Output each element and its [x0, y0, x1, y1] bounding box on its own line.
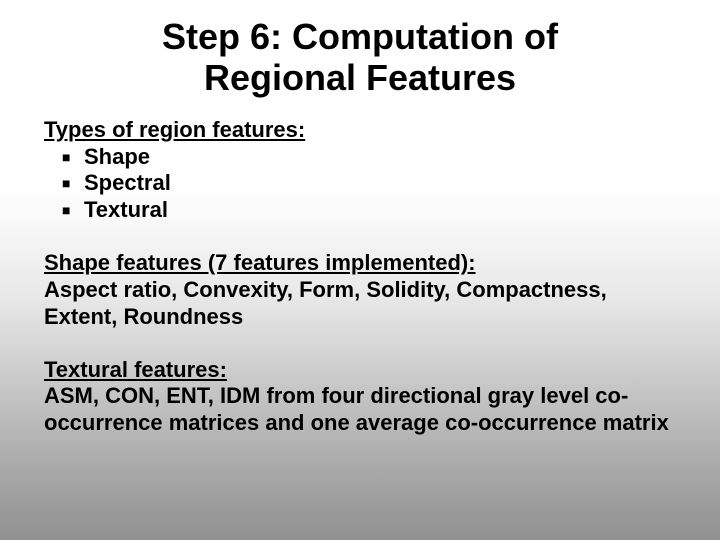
shape-body: Aspect ratio, Convexity, Form, Solidity,… [44, 277, 676, 331]
list-item: Spectral [62, 170, 676, 197]
shape-heading: Shape features (7 features implemented): [44, 250, 676, 277]
title-line-2: Regional Features [204, 57, 516, 98]
textural-body: ASM, CON, ENT, IDM from four directional… [44, 383, 676, 437]
shape-features-block: Shape features (7 features implemented):… [44, 250, 676, 330]
list-item: Textural [62, 197, 676, 224]
textural-features-block: Textural features: ASM, CON, ENT, IDM fr… [44, 357, 676, 437]
list-item: Shape [62, 144, 676, 171]
slide: Step 6: Computation of Regional Features… [0, 0, 720, 540]
types-heading: Types of region features: [44, 117, 676, 144]
title-line-1: Step 6: Computation of [162, 16, 558, 57]
textural-heading: Textural features: [44, 357, 676, 384]
types-bullet-list: Shape Spectral Textural [44, 144, 676, 224]
bullet-label: Textural [84, 197, 168, 222]
slide-content: Types of region features: Shape Spectral… [0, 99, 720, 437]
bullet-label: Spectral [84, 170, 171, 195]
slide-title: Step 6: Computation of Regional Features [40, 0, 680, 99]
bullet-label: Shape [84, 144, 150, 169]
